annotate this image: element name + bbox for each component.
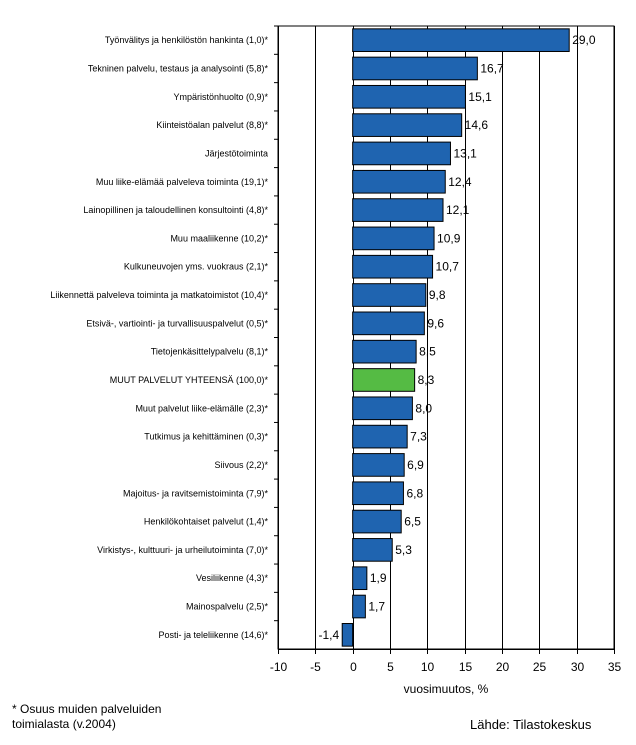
category-label: Järjestötoiminta <box>205 148 268 158</box>
bar <box>352 311 425 336</box>
data-label: 8,5 <box>419 345 436 359</box>
bar <box>341 623 354 647</box>
category-label: Etsivä-, vartiointi- ja turvallisuuspalv… <box>86 318 268 328</box>
data-label: 10,9 <box>437 231 461 245</box>
x-tick-label: 25 <box>533 660 547 674</box>
category-label: Muu liike-elämää palveleva toiminta (19,… <box>96 177 269 187</box>
x-tick-label: 5 <box>387 660 394 674</box>
bar <box>352 84 466 109</box>
category-label: Virkistys-, kulttuuri- ja urheilutoimint… <box>97 545 268 555</box>
category-label: Lainopillinen ja taloudellinen konsultoi… <box>83 205 268 215</box>
data-label: 5,3 <box>395 543 412 557</box>
bar <box>352 283 427 307</box>
bar <box>352 141 451 166</box>
category-labels: Työnvälitys ja henkilöstön hankinta (1,0… <box>50 35 268 640</box>
data-label: 12,1 <box>446 203 470 217</box>
category-label: Muu maaliikenne (10,2)* <box>170 233 268 243</box>
bar <box>352 481 404 506</box>
x-tick-label: 10 <box>421 660 435 674</box>
bar <box>352 396 413 421</box>
x-tick-label: 0 <box>350 660 357 674</box>
x-axis-title: vuosimuutos, % <box>404 682 489 696</box>
bar <box>352 368 416 392</box>
source-label: Lähde: Tilastokeskus <box>470 717 592 732</box>
x-axis: -10 -5 0 5 10 15 20 25 30 35 <box>270 25 622 674</box>
footnote: * Osuus muiden palveluiden toimialasta (… <box>12 702 161 732</box>
value-labels: 29,0 16,7 15,1 14,6 13,1 12,4 12,1 10,9 10,7 9,8 9… <box>319 33 596 642</box>
category-label: Kulkuneuvojen yms. vuokraus (2,1)* <box>124 262 269 272</box>
category-label: Kiinteistöalan palvelut (8,8)* <box>156 120 268 130</box>
data-label: 29,0 <box>572 33 596 47</box>
x-tick-label: 30 <box>571 660 585 674</box>
category-label: MUUT PALVELUT YHTEENSÄ (100,0)* <box>110 375 269 385</box>
bar <box>352 509 402 534</box>
category-label: Majoitus- ja ravitsemistoiminta (7,9)* <box>123 488 269 498</box>
data-label: 7,3 <box>410 430 427 444</box>
data-label: 10,7 <box>436 260 460 274</box>
category-label: Henkilökohtaiset palvelut (1,4)* <box>144 517 269 527</box>
bar <box>352 28 570 52</box>
bar <box>352 226 435 251</box>
bar <box>352 594 366 619</box>
bar-chart: Työnvälitys ja henkilöstön hankinta (1,0… <box>50 25 622 696</box>
category-label: Posti- ja teleliikenne (14,6)* <box>158 630 268 640</box>
data-label: 9,6 <box>427 316 444 330</box>
data-label: 1,7 <box>368 600 385 614</box>
bar <box>352 424 408 449</box>
data-label: 8,3 <box>418 373 435 387</box>
bar <box>352 339 417 364</box>
category-label: Työnvälitys ja henkilöstön hankinta (1,0… <box>105 35 269 45</box>
footnote-line-1: * Osuus muiden palveluiden <box>12 702 162 716</box>
x-tick-label: -5 <box>310 660 321 674</box>
category-label: Tutkimus ja kehittäminen (0,3)* <box>144 432 268 442</box>
footnote-line-2: toimialasta (v.2004) <box>12 717 116 731</box>
bar <box>352 453 405 477</box>
data-label: 9,8 <box>429 288 446 302</box>
category-label: Tekninen palvelu, testaus ja analysointi… <box>88 63 269 73</box>
category-label: Tietojenkäsittelypalvelu (8,1)* <box>151 347 269 357</box>
x-tick-label: 20 <box>496 660 510 674</box>
bar <box>352 254 434 279</box>
bar <box>352 113 463 137</box>
category-label: Siivous (2,2)* <box>214 460 268 470</box>
bar <box>352 56 478 81</box>
data-label: 6,8 <box>406 486 423 500</box>
data-label: 13,1 <box>453 146 477 160</box>
data-label: 15,1 <box>468 90 492 104</box>
x-tick-label: -10 <box>270 660 288 674</box>
category-label: Liikennettä palveleva toiminta ja matkat… <box>50 290 268 300</box>
category-label: Mainospalvelu (2,5)* <box>186 602 269 612</box>
category-label: Vesiliikenne (4,3)* <box>196 573 269 583</box>
bars <box>341 28 570 647</box>
data-label: 16,7 <box>480 61 504 75</box>
data-label: -1,4 <box>319 628 340 642</box>
bar <box>352 566 368 591</box>
category-label: Ympäristönhuolto (0,9)* <box>173 92 268 102</box>
data-label: 8,0 <box>415 401 432 415</box>
bar <box>352 169 446 194</box>
bar <box>352 538 393 562</box>
x-tick-label: 15 <box>459 660 473 674</box>
bar <box>352 198 444 222</box>
data-label: 14,6 <box>465 118 489 132</box>
data-label: 12,4 <box>448 175 472 189</box>
category-label: Muut palvelut liike-elämälle (2,3)* <box>135 403 268 413</box>
data-label: 6,5 <box>404 515 421 529</box>
data-label: 6,9 <box>407 458 424 472</box>
x-tick-label: 35 <box>608 660 622 674</box>
data-label: 1,9 <box>370 571 387 585</box>
